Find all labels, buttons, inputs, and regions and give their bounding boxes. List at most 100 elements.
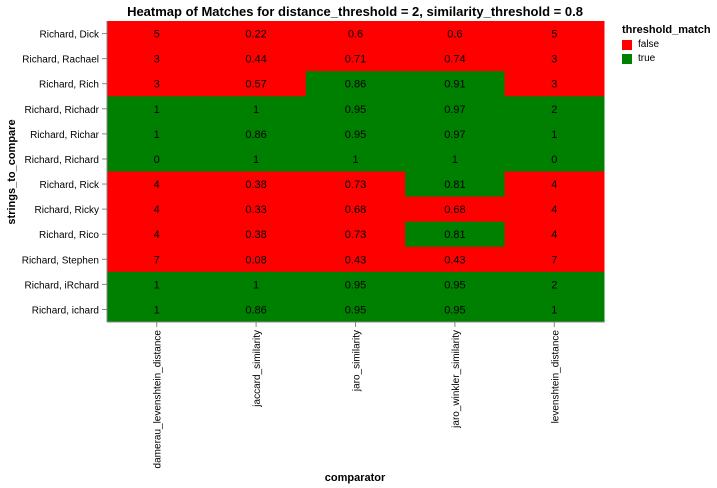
heatmap-cell: [305, 21, 406, 47]
cell-value-label: 0.6: [447, 29, 462, 41]
heatmap-cell: [206, 21, 307, 47]
heatmap-cell: [504, 221, 605, 248]
heatmap-cell: [405, 246, 506, 273]
heatmap-cell: [305, 296, 406, 323]
y-tick-label-richard-richar: Richard, Richar: [30, 130, 100, 141]
heatmap-cell: [405, 196, 506, 223]
cell-value-label: 3: [154, 79, 160, 91]
x-tick-label-jaccard-similarity: jaccard_similarity: [252, 330, 263, 408]
legend-title: threshold_match: [622, 24, 711, 36]
heatmap-cell: [405, 271, 506, 298]
heatmap-cell: [206, 171, 307, 198]
cell-value-label: 4: [551, 179, 557, 191]
cell-value-label: 0.71: [345, 54, 366, 66]
cell-value-label: 4: [154, 229, 160, 241]
cell-value-label: 0: [551, 154, 557, 166]
cell-value-label: 0.86: [245, 304, 266, 316]
y-axis: Richard, Dick Richard, Rachael Richard, Ri…: [22, 21, 108, 322]
legend-item-true: true: [622, 53, 711, 64]
heatmap-cell: [504, 21, 605, 47]
heatmap-cell: [305, 46, 406, 72]
cell-value-label: 0.97: [444, 104, 465, 116]
heatmap-cell: [206, 246, 307, 273]
heatmap-cell: [305, 246, 406, 273]
heatmap-cell: [504, 196, 605, 223]
heatmap-cell: [206, 146, 307, 172]
cell-value-label: 0.73: [345, 229, 366, 241]
heatmap-cell: [206, 196, 307, 223]
cell-value-label: 0.43: [444, 254, 465, 266]
cell-value-label: 0.86: [245, 129, 266, 141]
cell-value-label: 4: [154, 204, 160, 216]
cell-value-label: 0.95: [345, 104, 366, 116]
legend-label-true: true: [638, 53, 656, 64]
heatmap-cell: [405, 221, 506, 248]
heatmap-cell: [504, 171, 605, 198]
x-tick-label-damerau-levenshtein-distance: damerau_levenshtein_distance: [153, 330, 164, 469]
cell-value-label: 4: [551, 229, 557, 241]
cell-value-label: 0.38: [245, 179, 266, 191]
cell-value-label: 4: [551, 204, 557, 216]
cell-value-label: 0: [154, 154, 160, 166]
heatmap-cell: [107, 96, 207, 122]
cell-value-label: 0.08: [245, 254, 266, 266]
cell-value-label: 0.44: [245, 54, 266, 66]
heatmap-cell: [405, 96, 506, 122]
cell-value-label: 0.68: [444, 204, 465, 216]
cell-value-label: 0.86: [345, 79, 366, 91]
y-tick-label-richard-stephen: Richard, Stephen: [22, 255, 99, 266]
heatmap-cell: [107, 46, 207, 72]
heatmap-cell-labels: 5 0.22 0.6 0.6 5 3 0.44 0.71 0.74 3 3 0.57 0.86 0.91 3…: [154, 29, 558, 317]
legend-label-false: false: [638, 39, 660, 50]
cell-value-label: 7: [154, 254, 160, 266]
y-tick-label-richard-dick: Richard, Dick: [40, 30, 100, 41]
cell-value-label: 1: [551, 304, 557, 316]
heatmap-cell: [405, 71, 506, 97]
heatmap-cell: [305, 146, 406, 172]
heatmap-cell: [206, 71, 307, 97]
heatmap-cell: [305, 171, 406, 198]
heatmap-cell: [107, 71, 207, 97]
cell-value-label: 0.95: [444, 304, 465, 316]
heatmap-cell: [107, 146, 207, 172]
heatmap-cell: [206, 121, 307, 147]
cell-value-label: 0.73: [345, 179, 366, 191]
cell-value-label: 3: [154, 54, 160, 66]
heatmap-cell: [107, 221, 207, 248]
cell-value-label: 0.91: [444, 79, 465, 91]
cell-value-label: 1: [154, 104, 160, 116]
cell-value-label: 7: [551, 254, 557, 266]
y-tick-label-richard-irchard: Richard, iRchard: [25, 280, 99, 291]
cell-value-label: 1: [154, 129, 160, 141]
cell-value-label: 0.95: [345, 304, 366, 316]
heatmap-cell: [107, 271, 207, 298]
y-tick-label-richard-rachael: Richard, Rachael: [22, 55, 99, 66]
heatmap-cell: [504, 271, 605, 298]
heatmap-cell: [305, 271, 406, 298]
legend-swatch-false: [622, 39, 632, 50]
heatmap-cell: [107, 21, 207, 47]
cell-value-label: 0.81: [444, 179, 465, 191]
y-tick-label-richard-rick: Richard, Rick: [40, 180, 100, 191]
cell-value-label: 4: [154, 179, 160, 191]
y-tick-label-richard-ichard: Richard, ichard: [32, 305, 99, 316]
cell-value-label: 1: [154, 304, 160, 316]
cell-value-label: 0.81: [444, 229, 465, 241]
cell-value-label: 0.33: [245, 204, 266, 216]
cell-value-label: 1: [551, 129, 557, 141]
heatmap-cell: [107, 171, 207, 198]
heatmap-cell: [405, 296, 506, 323]
heatmap-cell: [405, 21, 506, 47]
heatmap-cell: [504, 121, 605, 147]
y-tick-label-richard-rich: Richard, Rich: [39, 80, 99, 91]
cell-value-label: 5: [154, 29, 160, 41]
heatmap-cell: [305, 71, 406, 97]
y-axis-title: strings_to_compare: [6, 119, 18, 224]
cell-value-label: 1: [154, 279, 160, 291]
heatmap-cell: [504, 96, 605, 122]
heatmap-cell: [206, 296, 307, 323]
y-tick-label-richard-rico: Richard, Rico: [39, 230, 99, 241]
cell-value-label: 5: [551, 29, 557, 41]
heatmap-cell: [504, 46, 605, 72]
